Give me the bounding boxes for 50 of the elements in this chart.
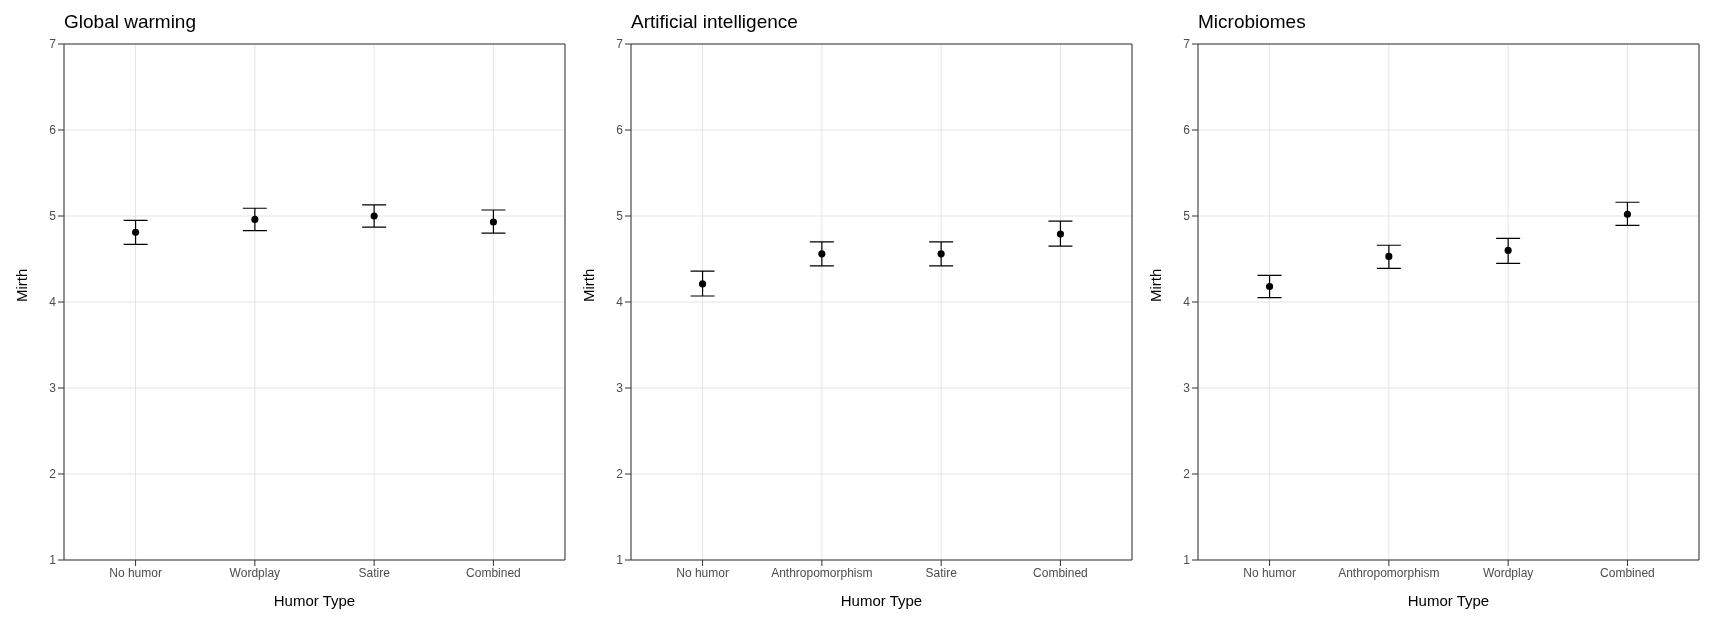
y-tick-label: 2 — [616, 467, 624, 482]
y-tick-label: 2 — [1183, 467, 1191, 482]
x-tick-label: No humor — [1243, 565, 1296, 580]
y-tick-label: 4 — [1183, 295, 1191, 310]
chart-title: Microbiomes — [1197, 10, 1307, 34]
point — [937, 250, 945, 258]
point — [818, 250, 826, 258]
chart-title: Artificial intelligence — [630, 10, 799, 34]
point — [1504, 246, 1512, 254]
y-tick-label: 6 — [616, 123, 624, 138]
y-tick-label: 5 — [616, 209, 624, 224]
y-tick-label: 5 — [49, 209, 57, 224]
y-tick-label: 3 — [49, 381, 57, 396]
x-tick-label: Anthropomorphism — [1338, 565, 1440, 580]
x-tick-label: Wordplay — [1482, 565, 1534, 580]
x-tick-label: No humor — [676, 565, 729, 580]
y-tick-label: 1 — [49, 553, 57, 568]
x-tick-label: No humor — [109, 565, 162, 580]
point — [1266, 282, 1274, 291]
x-axis-title: Humor Type — [840, 592, 923, 609]
x-tick-label: Anthropomorphism — [771, 565, 873, 580]
y-axis-title: Mirth — [13, 268, 31, 302]
x-tick-label: Satire — [358, 565, 391, 580]
y-tick-label: 4 — [49, 295, 57, 310]
x-tick-label: Combined — [1600, 565, 1655, 580]
y-tick-label: 1 — [616, 553, 624, 568]
y-tick-label: 6 — [49, 123, 57, 138]
y-axis-title: Mirth — [580, 268, 598, 302]
y-tick-label: 5 — [1183, 209, 1191, 224]
chart-title: Global warming — [63, 10, 197, 34]
y-tick-label: 2 — [49, 467, 57, 482]
y-tick-label: 3 — [1183, 381, 1191, 396]
y-tick-label: 6 — [1183, 123, 1191, 138]
y-tick-label: 3 — [616, 381, 624, 396]
point — [1056, 230, 1064, 238]
y-tick-label: 7 — [1183, 37, 1191, 52]
y-tick-label: 4 — [616, 295, 624, 310]
x-tick-label: Combined — [1033, 565, 1088, 580]
y-tick-label: 1 — [1183, 553, 1191, 568]
point — [1385, 252, 1393, 260]
x-tick-label: Wordplay — [229, 565, 281, 580]
point — [1623, 210, 1631, 218]
x-tick-label: Satire — [925, 565, 958, 580]
point — [699, 280, 707, 288]
x-tick-label: Combined — [466, 565, 521, 580]
y-axis-title: Mirth — [1147, 268, 1165, 302]
y-tick-label: 7 — [616, 37, 624, 52]
y-tick-label: 7 — [49, 37, 57, 52]
x-axis-title: Humor Type — [273, 592, 356, 609]
x-axis-title: Humor Type — [1407, 592, 1490, 609]
